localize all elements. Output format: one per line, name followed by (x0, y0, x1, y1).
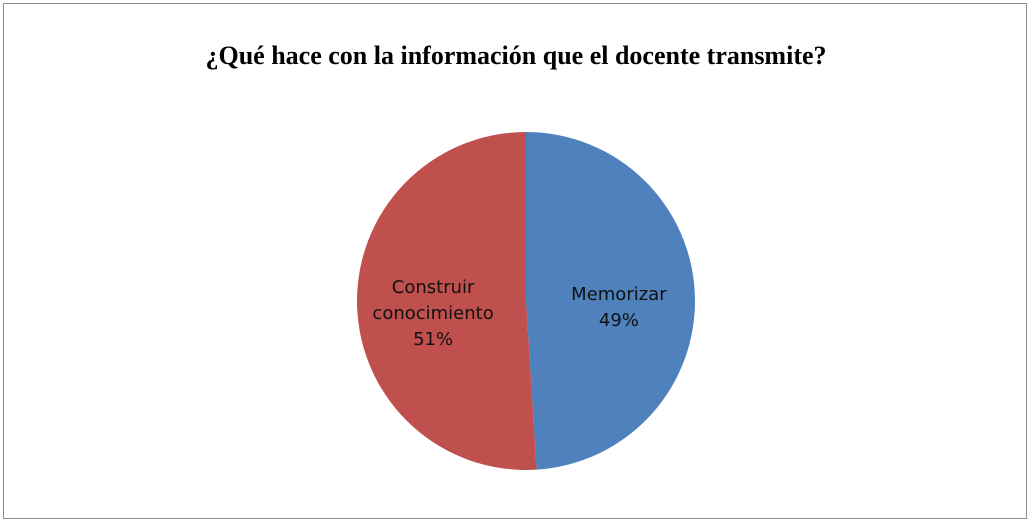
chart-title: ¿Qué hace con la información que el doce… (205, 41, 826, 70)
slice-category: Construir conocimiento (372, 276, 494, 324)
slice-value: 51% (413, 328, 454, 350)
pie-slice (356, 132, 537, 470)
slice-label: Memorizar 49% (549, 282, 689, 334)
slice-label: Construir conocimiento 51% (363, 275, 503, 353)
slice-value: 49% (598, 310, 639, 332)
chart-frame (3, 3, 1027, 519)
slice-category: Memorizar (571, 284, 667, 306)
pie-slice (526, 132, 695, 470)
